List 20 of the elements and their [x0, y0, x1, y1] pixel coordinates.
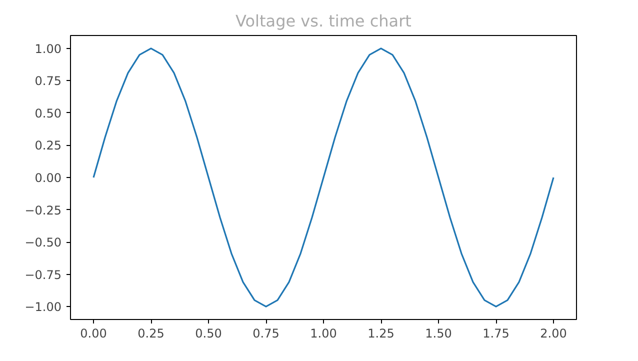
y-tick-label: 1.00 — [34, 42, 62, 56]
y-tick-label: 0.00 — [34, 171, 62, 185]
x-tick-label: 1.50 — [425, 326, 452, 340]
y-tick-label: 0.75 — [34, 74, 62, 88]
x-tick-label: 0.50 — [195, 326, 222, 340]
y-tick-label: 0.50 — [34, 106, 62, 120]
y-tick-label: −1.00 — [24, 300, 62, 314]
y-tick-label: −0.25 — [24, 203, 62, 218]
y-tick-label: 0.25 — [34, 138, 62, 153]
chart-title: Voltage vs. time chart — [236, 12, 412, 30]
x-tick-label: 1.00 — [310, 326, 337, 340]
x-tick-label: 0.75 — [252, 326, 280, 340]
x-tick-label: 2.00 — [540, 326, 567, 340]
x-tick-label: 0.25 — [138, 326, 164, 340]
x-tick-label: 1.75 — [482, 326, 510, 340]
x-tick-label: 1.25 — [368, 326, 394, 340]
y-tick-label: −0.75 — [24, 268, 62, 282]
line-series — [92, 48, 554, 308]
x-tick-label: 0.00 — [80, 326, 107, 340]
y-tick-label: −0.50 — [24, 236, 62, 250]
